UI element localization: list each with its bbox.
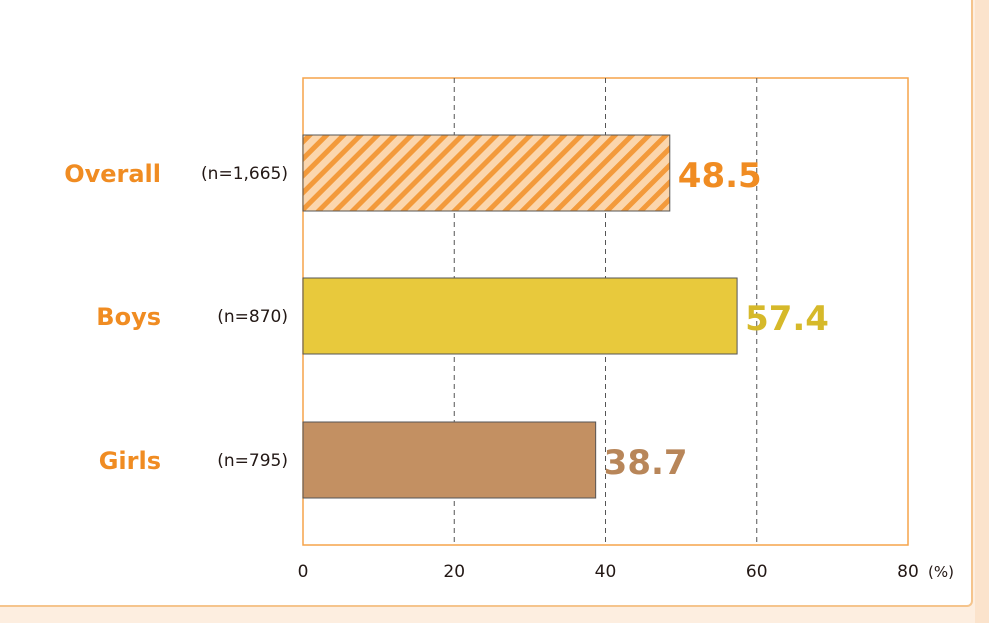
panel-edge-accent [975,0,989,623]
sample-size-boys: (n=870) [217,307,288,327]
category-label-girls: Girls [99,447,161,475]
x-tick-label: 20 [443,562,465,582]
bar-girls [302,421,597,499]
x-tick-label: 0 [298,562,309,582]
sample-size-girls: (n=795) [217,451,288,471]
value-label-boys: 57.4 [745,299,829,339]
x-tick-label: 60 [746,562,768,582]
x-tick-label: 40 [595,562,617,582]
bar-boys [302,277,738,355]
category-label-boys: Boys [96,303,161,331]
x-tick-label: 80 [897,562,919,582]
value-label-overall: 48.5 [678,156,762,196]
sample-size-overall: (n=1,665) [201,164,288,184]
category-label-overall: Overall [64,160,161,188]
x-axis-unit: (%) [928,563,954,581]
bar-overall [302,134,671,212]
value-label-girls: 38.7 [604,443,688,483]
